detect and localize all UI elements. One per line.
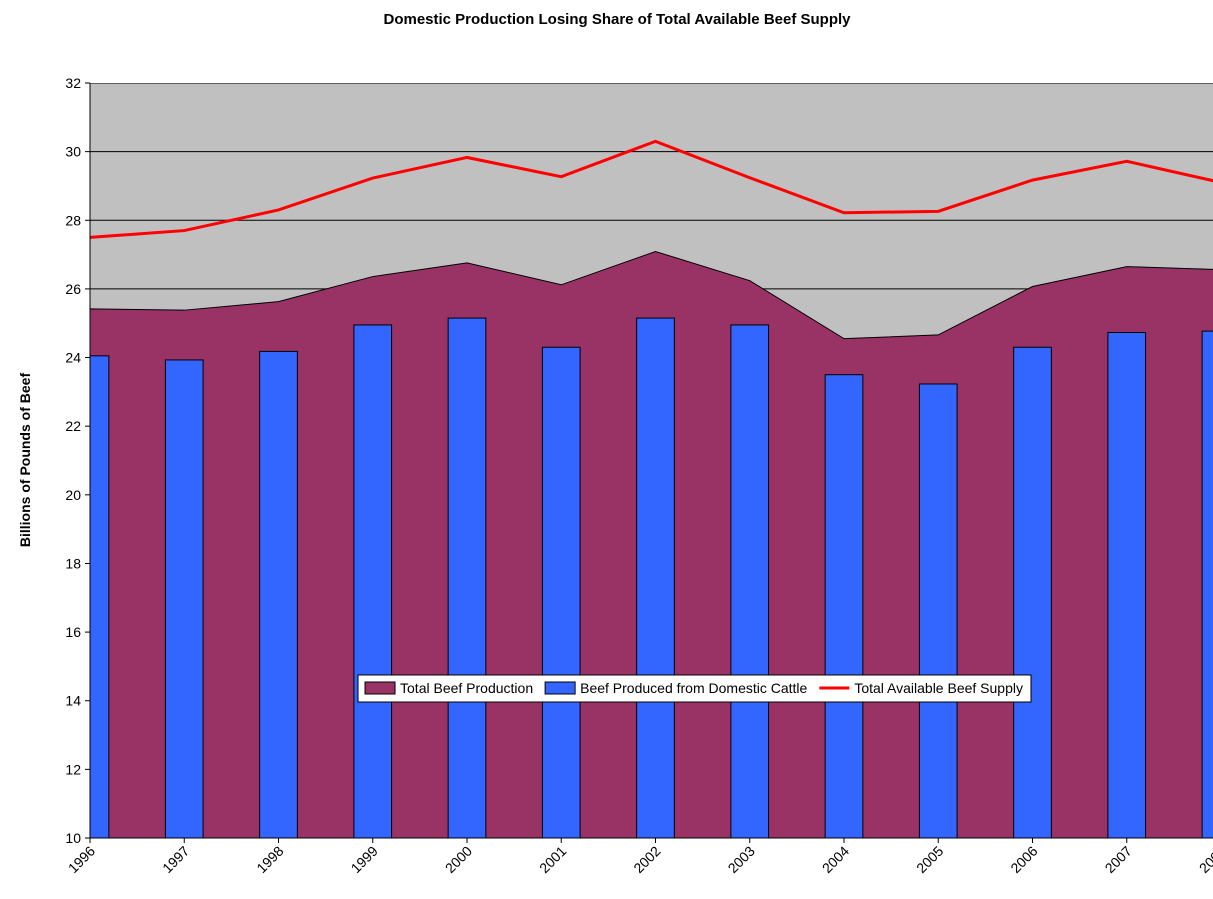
y-axis-title: Billions of Pounds of Beef (17, 373, 33, 548)
legend-label: Beef Produced from Domestic Cattle (580, 680, 807, 696)
chart-title: Domestic Production Losing Share of Tota… (383, 11, 851, 28)
y-tick-label: 24 (65, 350, 81, 366)
y-tick-label: 16 (65, 624, 81, 640)
bar (1013, 346, 1052, 838)
y-tick-label: 18 (65, 555, 81, 571)
y-tick-label: 20 (65, 487, 81, 503)
y-tick-label: 10 (65, 830, 81, 846)
y-tick-label: 12 (65, 761, 81, 777)
bar (1201, 330, 1213, 838)
x-tick-label: 2000 (442, 843, 475, 876)
y-tick-label: 32 (65, 75, 81, 91)
x-tick-label: 2002 (630, 843, 663, 876)
line (90, 139, 1213, 239)
x-tick-label: 2005 (913, 843, 946, 876)
x-tick-label: 2006 (1007, 843, 1040, 876)
bar (918, 383, 958, 838)
legend-swatch (364, 681, 396, 695)
y-tick-label: 22 (65, 418, 81, 434)
legend-box (357, 674, 1032, 703)
x-tick-label: 1996 (65, 843, 98, 876)
y-tick-label: 14 (65, 693, 81, 709)
x-tick-label: 2001 (536, 843, 569, 876)
x-tick-label: 2004 (819, 843, 852, 876)
y-tick-label: 28 (65, 212, 81, 228)
bar (447, 317, 487, 838)
legend-label: Total Available Beef Supply (854, 680, 1023, 696)
x-tick-label: 1998 (253, 843, 286, 876)
x-tick-label: 2003 (725, 843, 758, 876)
x-tick-label: 2008 (1196, 843, 1213, 876)
bar (164, 359, 204, 838)
y-tick-label: 26 (65, 281, 81, 297)
y-tick-label: 30 (65, 144, 81, 160)
bar (353, 324, 393, 838)
legend: Total Beef Production Beef Produced from … (357, 674, 1032, 703)
bar (824, 374, 864, 838)
bar (1107, 331, 1147, 838)
bar (636, 317, 675, 838)
legend-label: Total Beef Production (400, 680, 533, 696)
x-tick-label: 2007 (1102, 843, 1135, 876)
bar (730, 324, 770, 838)
x-tick-label: 1997 (159, 843, 192, 876)
x-tick-label: 1999 (348, 843, 381, 876)
legend-swatch (544, 681, 576, 695)
bar (541, 346, 581, 838)
bar (259, 350, 298, 838)
